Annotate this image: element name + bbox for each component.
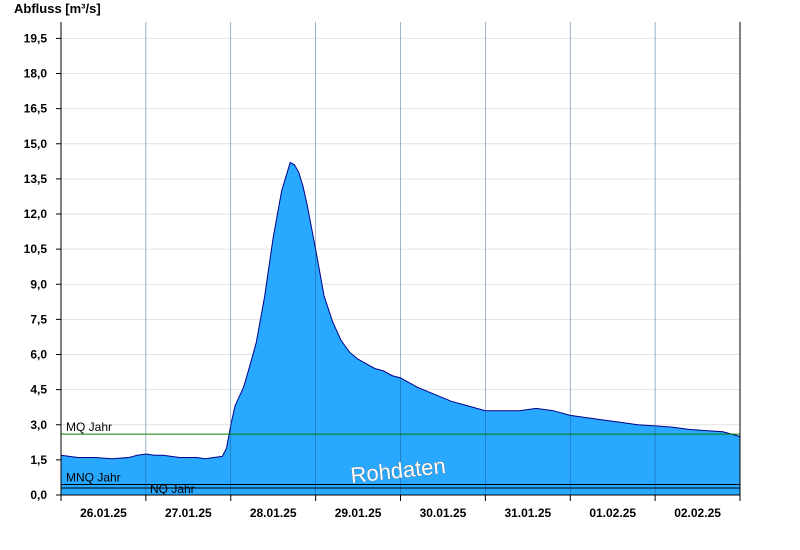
y-axis-title: Abfluss [m³/s] <box>14 1 101 16</box>
x-tick-label-6: 01.02.25 <box>589 506 636 520</box>
reference-lines: MQ Jahr MNQ Jahr NQ Jahr <box>61 420 740 496</box>
ref-label-1: MNQ Jahr <box>66 470 121 484</box>
day-separators <box>145 22 656 495</box>
x-tick-label-3: 29.01.25 <box>335 506 382 520</box>
x-tick-label-2: 28.01.25 <box>250 506 297 520</box>
ref-label-2: NQ Jahr <box>150 482 195 496</box>
y-tick-label-0: 0,0 <box>30 488 47 502</box>
x-tick-label-5: 31.01.25 <box>504 506 551 520</box>
x-tick-label-1: 27.01.25 <box>165 506 212 520</box>
y-tick-label-9: 13,5 <box>24 172 48 186</box>
y-tick-labels: 0,0 1,5 3,0 4,5 6,0 7,5 9,0 10,5 12,0 13,5 15,0 16,… <box>24 31 48 502</box>
y-tick-label-10: 15,0 <box>24 137 48 151</box>
y-tick-label-4: 6,0 <box>30 348 47 362</box>
y-tick-label-2: 3,0 <box>30 418 47 432</box>
y-tick-label-7: 10,5 <box>24 242 48 256</box>
axes <box>56 22 741 501</box>
y-tick-label-1: 1,5 <box>30 453 47 467</box>
y-tick-label-5: 7,5 <box>30 312 47 326</box>
y-tick-label-6: 9,0 <box>30 277 47 291</box>
y-tick-label-12: 18,0 <box>24 67 48 81</box>
x-tick-label-7: 02.02.25 <box>674 506 721 520</box>
x-tick-label-0: 26.01.25 <box>80 506 127 520</box>
x-tick-labels: 26.01.25 27.01.25 28.01.25 29.01.25 30.01.25… <box>80 506 721 520</box>
y-tick-label-13: 19,5 <box>24 31 48 45</box>
y-tick-label-11: 16,5 <box>24 102 48 116</box>
x-tick-label-4: 30.01.25 <box>420 506 467 520</box>
ref-label-0: MQ Jahr <box>66 420 112 434</box>
y-tick-label-8: 12,0 <box>24 207 48 221</box>
y-tick-label-3: 4,5 <box>30 383 47 397</box>
